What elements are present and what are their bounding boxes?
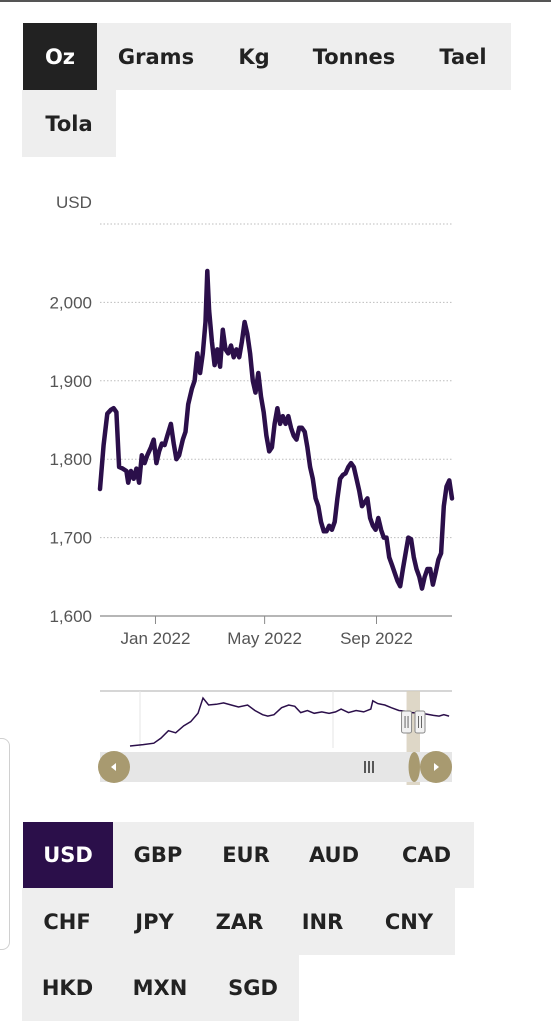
navigator-handle-grips <box>404 716 422 728</box>
currency-tab-chf[interactable]: CHF <box>22 888 112 955</box>
currency-tab-usd[interactable]: USD <box>23 822 113 888</box>
unit-tab-oz[interactable]: Oz <box>23 23 97 90</box>
range-navigator <box>98 690 452 785</box>
grip-lines-icon <box>364 761 374 773</box>
navigator-series-line <box>129 696 450 747</box>
y-axis: 1,600 1,700 1,800 1,900 2,000 <box>49 293 92 626</box>
navigator-scroll-right-button[interactable] <box>420 751 452 783</box>
y-tick-label: 2,000 <box>49 293 92 312</box>
currency-tab-gbp[interactable]: GBP <box>113 822 203 888</box>
currency-tab-zar[interactable]: ZAR <box>197 888 282 955</box>
grid-lines <box>100 223 452 617</box>
currency-tab-hkd[interactable]: HKD <box>22 955 113 1021</box>
top-rule <box>0 0 551 2</box>
navigator-scroll-left-button[interactable] <box>98 751 130 783</box>
price-chart: USD 1,600 1,700 1,800 1,900 2,000 Jan 2022 Ma… <box>49 193 455 648</box>
price-line <box>97 268 455 591</box>
currency-tab-aud[interactable]: AUD <box>289 822 379 888</box>
y-axis-unit-label: USD <box>56 193 92 212</box>
y-tick-label: 1,900 <box>49 372 92 391</box>
y-tick-label: 1,700 <box>49 529 92 548</box>
x-tick-label: Sep 2022 <box>340 629 413 648</box>
navigator-left-handle[interactable] <box>401 710 413 734</box>
triangle-right-icon <box>434 763 439 771</box>
unit-tab-grams[interactable]: Grams <box>97 23 215 90</box>
currency-tab-sgd[interactable]: SGD <box>207 955 299 1021</box>
y-tick-label: 1,600 <box>49 607 92 626</box>
x-tick-label: Jan 2022 <box>121 629 191 648</box>
navigator-scrollbar-thumb[interactable] <box>408 752 420 782</box>
x-tick-label: May 2022 <box>227 629 302 648</box>
unit-tab-tola[interactable]: Tola <box>22 90 116 157</box>
currency-tab-mxn[interactable]: MXN <box>113 955 207 1021</box>
currency-tab-eur[interactable]: EUR <box>203 822 289 888</box>
unit-tab-tonnes[interactable]: Tonnes <box>293 23 415 90</box>
side-panel-edge <box>0 738 10 950</box>
currency-tab-cny[interactable]: CNY <box>363 888 455 955</box>
navigator-scrollbar-track[interactable] <box>100 752 452 782</box>
y-tick-label: 1,800 <box>49 450 92 469</box>
currency-tab-inr[interactable]: INR <box>282 888 363 955</box>
currency-tab-jpy[interactable]: JPY <box>112 888 197 955</box>
x-axis: Jan 2022 May 2022 Sep 2022 <box>121 616 413 648</box>
unit-tab-kg[interactable]: Kg <box>215 23 293 90</box>
triangle-left-icon <box>111 763 116 771</box>
navigator-right-handle[interactable] <box>414 710 426 734</box>
currency-tab-cad[interactable]: CAD <box>379 822 474 888</box>
unit-tab-tael[interactable]: Tael <box>415 23 511 90</box>
